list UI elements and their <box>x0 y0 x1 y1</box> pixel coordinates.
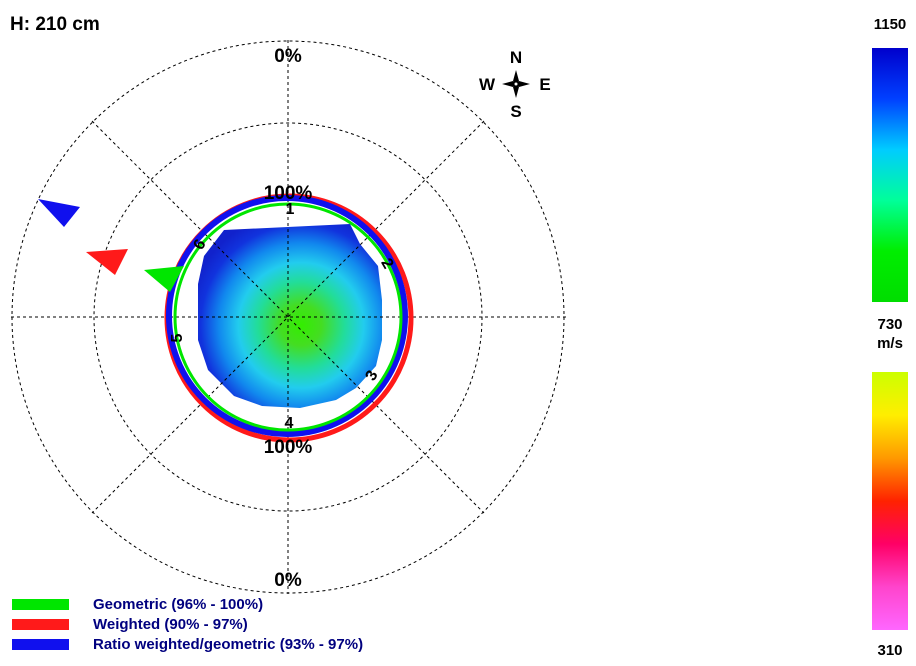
legend-item-geometric: Geometric (96% - 100%) <box>12 594 363 614</box>
height-title: H: 210 cm <box>10 14 100 35</box>
legend-label-ratio: Ratio weighted/geometric (93% - 97%) <box>93 635 364 653</box>
weighted-direction-marker <box>86 249 128 275</box>
legend-item-weighted: Weighted (90% - 97%) <box>12 614 363 634</box>
geometric-direction-marker <box>144 266 184 292</box>
sensor-label-4: 4 <box>285 415 294 432</box>
sensor-label-1: 1 <box>286 201 295 218</box>
compass: N W E S <box>479 48 551 121</box>
ratio-direction-marker <box>38 199 80 227</box>
sensor-label-5: 5 <box>169 333 186 342</box>
compass-east: E <box>539 75 550 94</box>
compass-south: S <box>510 102 521 121</box>
ring-label-top-inner: 100% <box>264 183 313 204</box>
scale-mid-label: 730 <box>877 316 903 333</box>
legend-swatch-ratio <box>12 638 69 650</box>
legend-swatch-geometric <box>12 598 69 610</box>
legend-item-ratio: Ratio weighted/geometric (93% - 97%) <box>12 634 363 654</box>
geometric-outline <box>173 202 403 432</box>
ring-label-bottom-inner: 100% <box>264 437 313 458</box>
ring-label-top-outer: 0% <box>274 46 302 67</box>
legend-label-geometric: Geometric (96% - 100%) <box>93 595 264 613</box>
scale-unit-label: m/s <box>877 335 903 352</box>
legend-label-weighted: Weighted (90% - 97%) <box>93 615 248 633</box>
velocity-map <box>198 224 382 408</box>
compass-rose-icon <box>502 70 530 98</box>
compass-north: N <box>510 48 522 67</box>
scale-bar-upper <box>872 48 908 302</box>
scale-bar-lower <box>872 372 908 630</box>
legend: Geometric (96% - 100%) Weighted (90% - 9… <box>12 594 363 654</box>
legend-swatch-weighted <box>12 618 69 630</box>
ratio-outline <box>166 195 408 437</box>
scale-max-label: 1150 <box>873 16 907 33</box>
scale-min-label: 310 <box>877 642 903 659</box>
compass-west: W <box>479 75 496 94</box>
ring-label-bottom-outer: 0% <box>274 570 302 591</box>
